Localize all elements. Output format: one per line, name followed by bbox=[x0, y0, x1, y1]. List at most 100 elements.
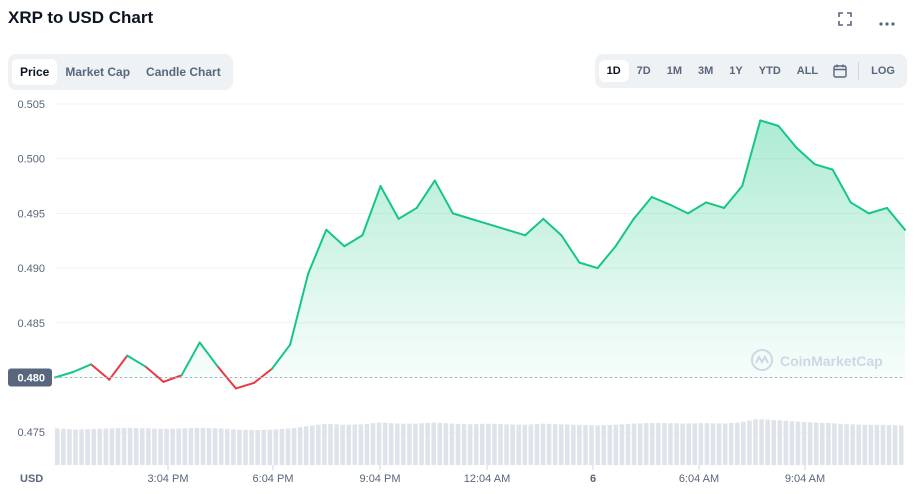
range-7d[interactable]: 7D bbox=[636, 65, 651, 77]
range-1m[interactable]: 1M bbox=[666, 65, 683, 77]
price-segment bbox=[542, 217, 563, 237]
price-segment bbox=[831, 168, 852, 204]
price-point bbox=[488, 223, 490, 226]
range-1d[interactable]: 1D bbox=[598, 60, 629, 82]
volume-bar bbox=[631, 423, 637, 465]
volume-bar bbox=[85, 429, 90, 465]
price-segment bbox=[506, 228, 527, 237]
price-segment bbox=[867, 206, 888, 215]
volume-bar bbox=[188, 428, 194, 465]
volume-bar bbox=[583, 425, 588, 465]
volume-bar bbox=[747, 420, 752, 465]
chart-title: XRP to USD Chart bbox=[8, 8, 154, 27]
y-tick-label: 0.490 bbox=[17, 263, 45, 275]
price-segment bbox=[849, 201, 870, 215]
price-segment bbox=[307, 228, 328, 275]
volume-bar bbox=[480, 423, 485, 465]
price-segment bbox=[795, 146, 816, 166]
volume-bar bbox=[322, 423, 327, 465]
price-point bbox=[669, 203, 671, 206]
price-point bbox=[470, 218, 472, 220]
range-ytd[interactable]: YTD bbox=[758, 65, 781, 77]
volume-bars bbox=[55, 419, 904, 465]
volume-bar bbox=[892, 425, 898, 465]
log-toggle[interactable]: LOG bbox=[871, 65, 895, 77]
volume-bar bbox=[771, 419, 776, 465]
volume-bar bbox=[103, 428, 109, 465]
price-point bbox=[578, 261, 581, 264]
price-point bbox=[868, 212, 870, 215]
volume-bar bbox=[67, 429, 72, 465]
more-icon[interactable] bbox=[877, 12, 897, 32]
price-segment bbox=[777, 124, 798, 149]
price-segment bbox=[668, 203, 689, 215]
volume-bar bbox=[832, 423, 837, 465]
volume-bar bbox=[820, 422, 825, 465]
price-point bbox=[904, 229, 906, 231]
range-1y[interactable]: 1Y bbox=[729, 65, 743, 77]
tab-candle-chart[interactable]: Candle Chart bbox=[146, 65, 221, 79]
volume-bar bbox=[146, 428, 151, 465]
x-tick-label: 6:04 PM bbox=[253, 473, 294, 485]
volume-bar bbox=[431, 422, 436, 465]
price-point bbox=[379, 185, 382, 187]
volume-bar bbox=[789, 421, 795, 465]
price-point bbox=[759, 119, 762, 122]
top-icons bbox=[835, 12, 897, 32]
volume-bar bbox=[388, 423, 394, 465]
price-point bbox=[651, 196, 653, 198]
volume-bar bbox=[140, 428, 145, 465]
volume-bar bbox=[127, 427, 133, 465]
volume-bar bbox=[182, 428, 188, 465]
price-point bbox=[741, 185, 744, 187]
price-point bbox=[126, 354, 129, 357]
volume-bar bbox=[61, 428, 66, 465]
volume-bar bbox=[498, 424, 503, 465]
price-point bbox=[235, 387, 237, 390]
y-tick-label: 0.500 bbox=[17, 154, 45, 166]
price-point bbox=[831, 168, 834, 171]
price-segment bbox=[252, 367, 274, 384]
volume-bar bbox=[565, 424, 570, 465]
volume-bar bbox=[310, 425, 315, 465]
fullscreen-icon[interactable] bbox=[835, 12, 855, 32]
price-segment bbox=[54, 371, 75, 379]
volume-bar bbox=[868, 424, 874, 465]
volume-bar bbox=[231, 429, 236, 465]
volume-bar bbox=[844, 424, 849, 465]
volume-bar bbox=[249, 430, 254, 465]
price-point bbox=[271, 367, 273, 370]
volume-bar bbox=[237, 429, 242, 465]
volume-bar bbox=[741, 421, 746, 465]
volume-bar bbox=[753, 419, 758, 465]
range-all[interactable]: ALL bbox=[796, 65, 819, 77]
volume-bar bbox=[850, 424, 855, 465]
tab-market-cap[interactable]: Market Cap bbox=[65, 65, 131, 79]
volume-bar bbox=[516, 424, 521, 465]
x-tick-label: 9:04 PM bbox=[360, 473, 401, 485]
volume-bar bbox=[455, 423, 461, 465]
volume-bar bbox=[437, 422, 443, 465]
volume-bar bbox=[291, 427, 297, 465]
volume-bar bbox=[826, 423, 831, 465]
price-segment bbox=[705, 201, 726, 209]
volume-bar bbox=[395, 423, 400, 465]
volume-bar bbox=[176, 428, 181, 465]
volume-bar bbox=[735, 422, 740, 465]
volume-bar bbox=[510, 424, 515, 465]
price-segment bbox=[144, 365, 165, 383]
volume-bar bbox=[279, 428, 285, 465]
price-segment bbox=[741, 119, 762, 188]
volume-bar bbox=[795, 421, 801, 465]
range-3m[interactable]: 3M bbox=[698, 65, 714, 77]
volume-bar bbox=[316, 424, 321, 465]
calendar-icon[interactable] bbox=[826, 63, 854, 79]
x-tick-label: 3:04 PM bbox=[148, 473, 189, 485]
volume-bar bbox=[880, 424, 886, 465]
baseline: 0.480 bbox=[8, 368, 905, 387]
y-tick-label: 0.495 bbox=[17, 208, 45, 220]
tab-price[interactable]: Price bbox=[12, 59, 58, 85]
volume-bar bbox=[668, 423, 673, 465]
price-segment bbox=[650, 195, 671, 206]
